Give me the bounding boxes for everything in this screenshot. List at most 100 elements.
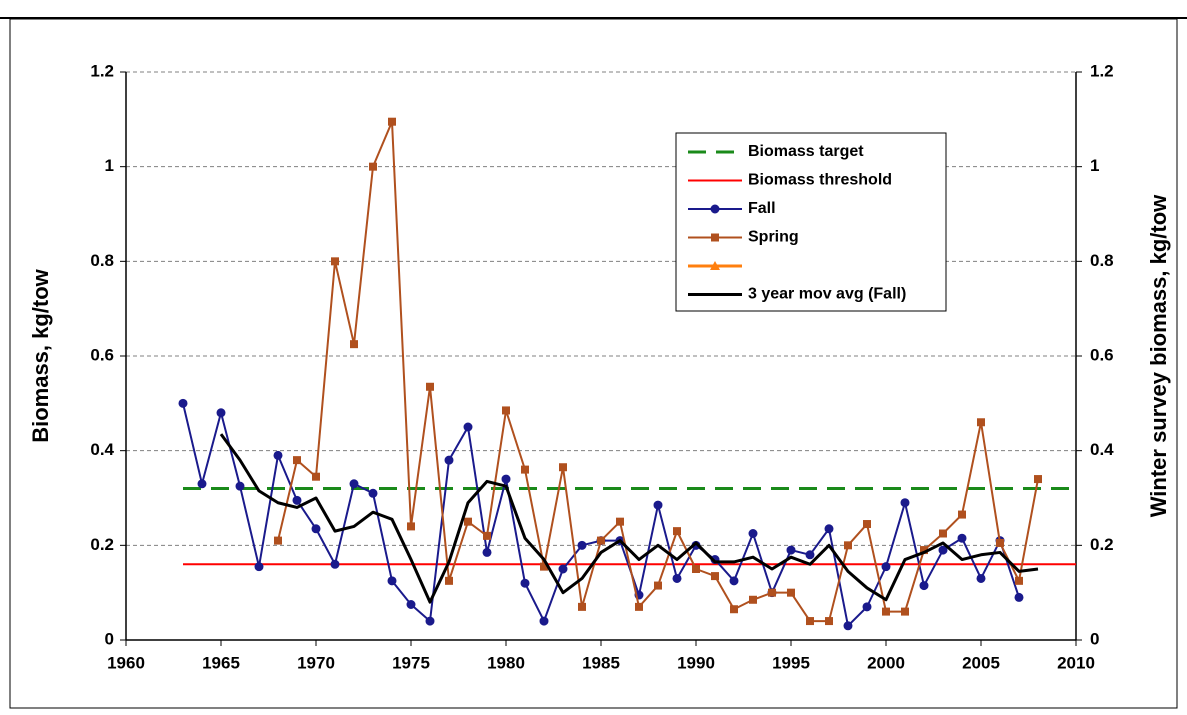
point xyxy=(216,408,226,418)
point xyxy=(369,162,377,171)
point xyxy=(938,545,948,555)
point xyxy=(729,576,739,586)
point xyxy=(730,605,738,614)
legend-label: 3 year mov avg (Fall) xyxy=(748,286,906,303)
x-tick-label: 1985 xyxy=(582,653,620,672)
point xyxy=(521,465,529,474)
y2-tick-label: 0.2 xyxy=(1090,535,1114,554)
y-tick-label: 1.2 xyxy=(90,61,114,80)
point xyxy=(331,257,339,266)
point xyxy=(501,474,511,484)
point xyxy=(844,541,852,550)
point xyxy=(387,576,397,586)
point xyxy=(558,564,568,574)
x-tick-label: 1975 xyxy=(392,653,430,672)
point xyxy=(882,607,890,616)
point xyxy=(825,617,833,626)
point xyxy=(292,495,302,505)
point xyxy=(653,500,663,510)
x-tick-label: 2000 xyxy=(867,653,905,672)
point xyxy=(958,510,966,519)
point xyxy=(1034,475,1042,484)
point xyxy=(597,536,605,545)
point xyxy=(312,472,320,481)
point xyxy=(368,488,378,498)
point xyxy=(406,600,416,609)
y2-axis-title: Winter survey biomass, kg/tow xyxy=(1146,194,1171,517)
point xyxy=(692,565,700,573)
point xyxy=(502,406,510,415)
legend-label: Biomass threshold xyxy=(748,172,892,189)
x-tick-label: 1960 xyxy=(107,653,145,672)
point xyxy=(635,602,643,611)
point xyxy=(235,481,245,491)
point xyxy=(1014,592,1024,602)
legend-box xyxy=(675,132,947,312)
point xyxy=(919,581,929,591)
x-tick-label: 1995 xyxy=(772,653,810,672)
point xyxy=(578,602,586,611)
x-tick-label: 2005 xyxy=(962,653,1000,672)
point xyxy=(520,578,530,588)
point xyxy=(787,588,795,597)
legend-marker xyxy=(710,261,720,270)
point xyxy=(881,562,891,572)
point xyxy=(863,520,871,529)
x-tick-label: 1965 xyxy=(202,653,240,672)
point xyxy=(463,422,473,432)
point xyxy=(901,607,909,616)
point xyxy=(920,546,928,555)
point xyxy=(539,616,549,626)
point xyxy=(273,450,283,460)
series-line xyxy=(182,403,1020,627)
y-tick-label: 0.2 xyxy=(90,535,114,554)
legend-marker xyxy=(711,233,719,242)
point xyxy=(616,517,624,526)
point xyxy=(1015,576,1023,585)
chart-border xyxy=(9,18,1178,709)
point xyxy=(786,545,796,555)
point xyxy=(426,382,434,391)
point xyxy=(843,621,853,631)
point xyxy=(977,418,985,427)
y-tick-label: 0.4 xyxy=(90,440,114,459)
point xyxy=(388,117,396,126)
series-line xyxy=(219,433,1039,604)
point xyxy=(749,595,757,604)
point xyxy=(976,573,986,583)
x-tick-label: 1970 xyxy=(297,653,335,672)
point xyxy=(482,547,492,557)
point xyxy=(464,517,472,526)
point xyxy=(197,479,207,489)
y2-tick-label: 0.8 xyxy=(1090,251,1114,270)
legend-marker xyxy=(710,204,720,214)
point xyxy=(559,463,567,472)
point xyxy=(330,559,340,569)
point xyxy=(996,538,1004,547)
point xyxy=(178,398,188,408)
y-axis-title: Biomass, kg/tow xyxy=(28,268,53,442)
legend-label: Spring xyxy=(748,229,799,246)
point xyxy=(748,529,758,538)
point xyxy=(900,498,910,508)
point xyxy=(939,529,947,538)
point xyxy=(444,455,454,465)
x-tick-label: 2010 xyxy=(1057,653,1095,672)
point xyxy=(824,524,834,534)
y-tick-label: 0.6 xyxy=(90,345,114,364)
point xyxy=(768,588,776,597)
point xyxy=(349,479,359,489)
point xyxy=(540,562,548,571)
point xyxy=(483,531,491,540)
point xyxy=(254,562,264,572)
point xyxy=(274,536,282,545)
point xyxy=(957,533,967,543)
legend-label: Fall xyxy=(748,200,776,217)
point xyxy=(673,527,681,536)
point xyxy=(293,456,301,465)
y2-tick-label: 0.6 xyxy=(1090,345,1114,364)
y-tick-label: 1 xyxy=(105,156,114,175)
legend-label: Biomass target xyxy=(748,143,864,160)
point xyxy=(445,576,453,585)
